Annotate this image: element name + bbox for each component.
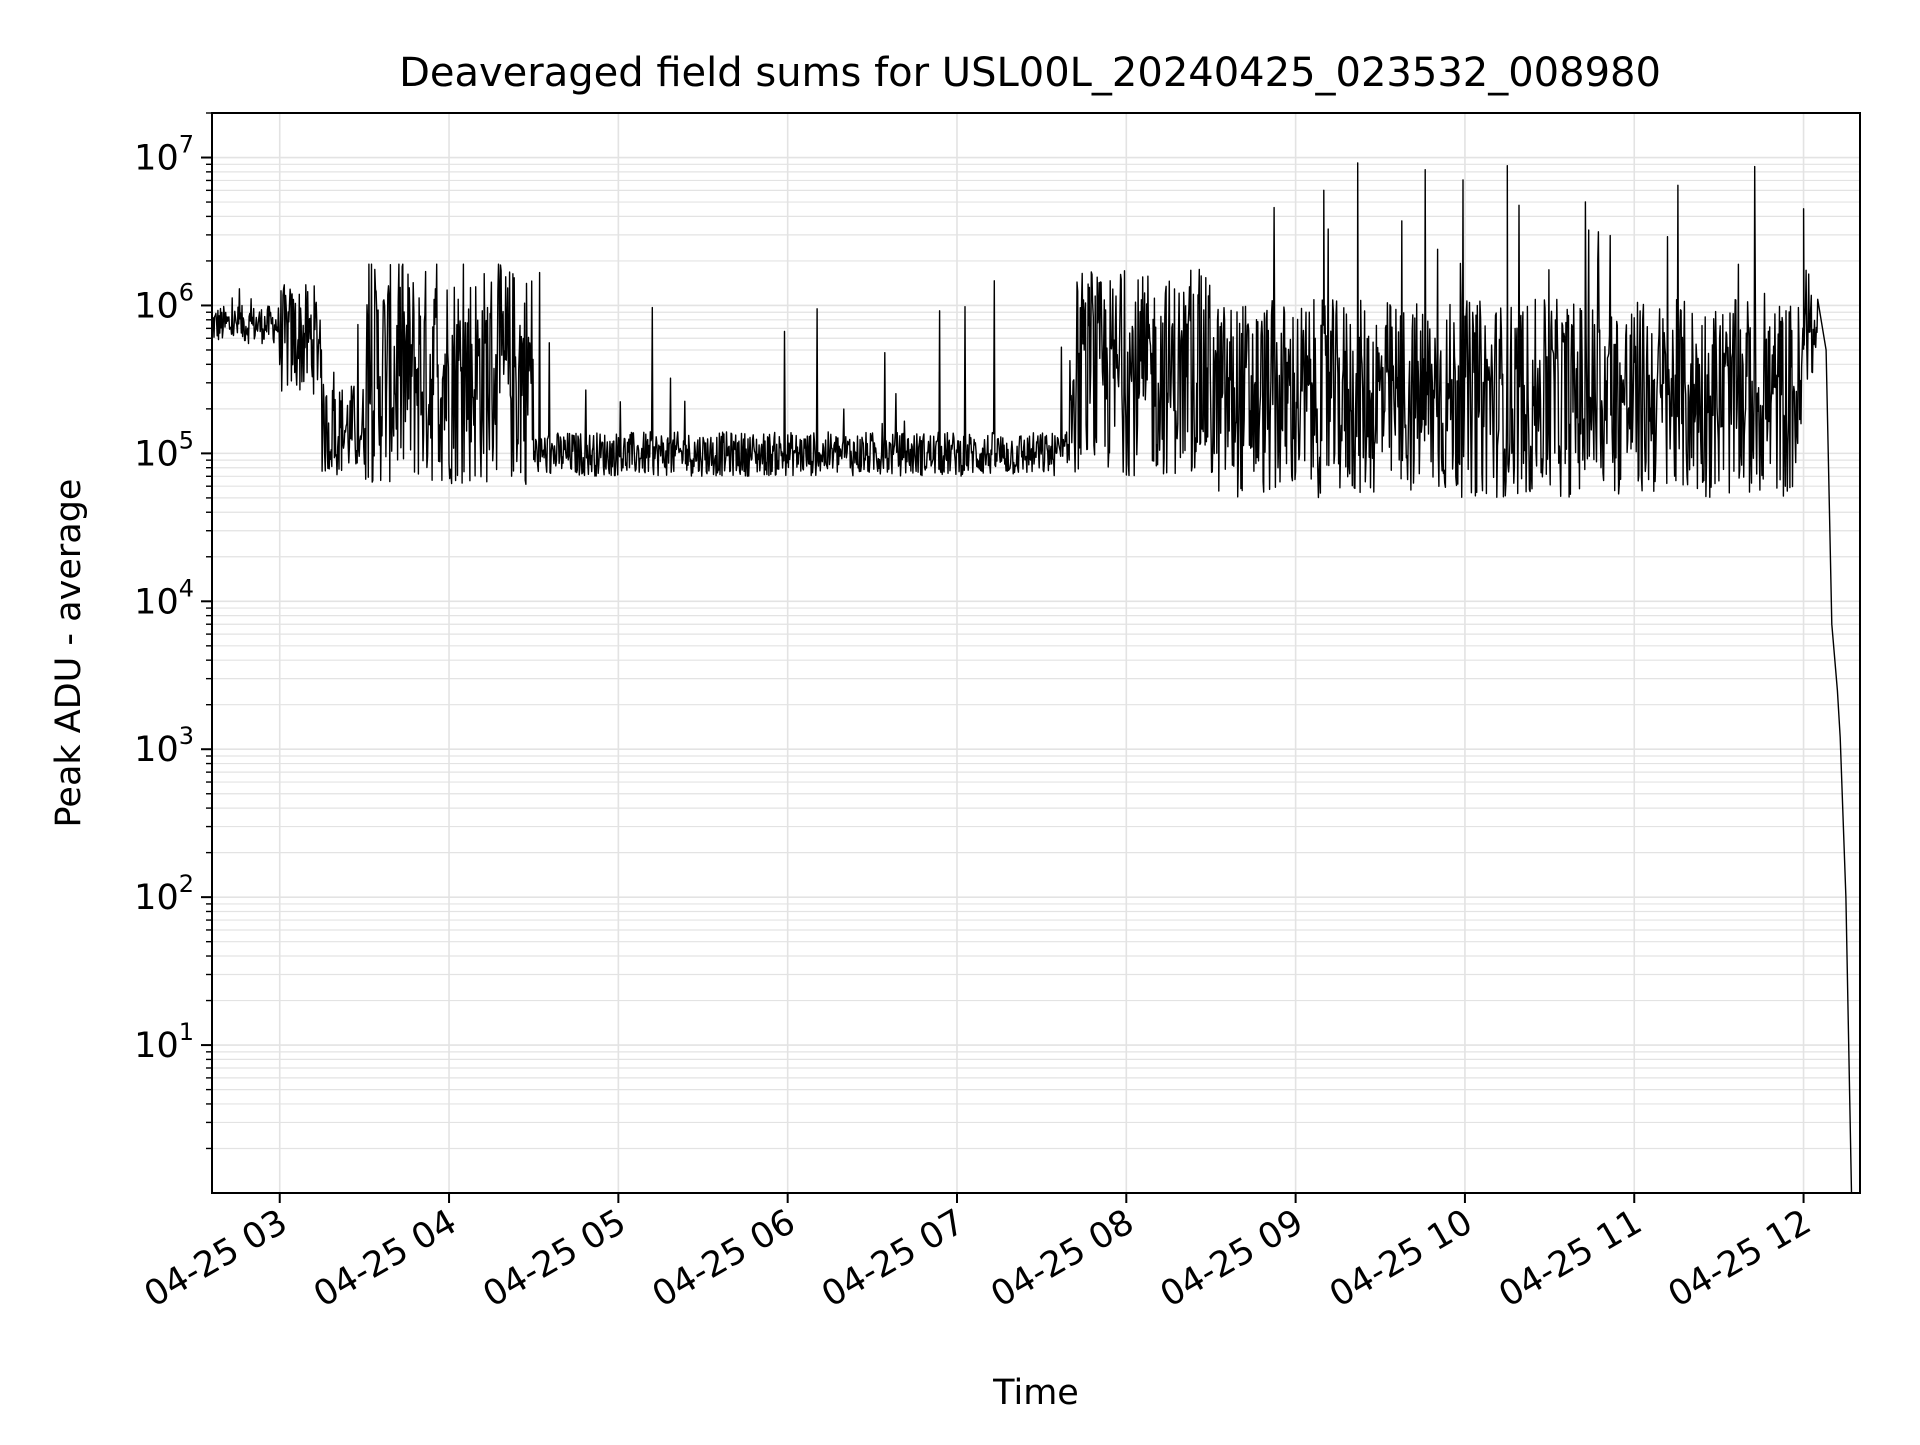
chart-title: Deaveraged field sums for USL00L_2024042… bbox=[399, 50, 1661, 96]
y-tick-label: 106 bbox=[134, 278, 194, 326]
x-tick-label: 04-25 11 bbox=[1492, 1202, 1648, 1315]
x-tick-label: 04-25 12 bbox=[1662, 1202, 1818, 1315]
y-axis-label: Peak ADU - average bbox=[49, 479, 89, 828]
y-tick-label: 104 bbox=[134, 574, 194, 622]
y-tick-label: 105 bbox=[134, 426, 194, 474]
x-tick-label: 04-25 10 bbox=[1323, 1202, 1479, 1315]
x-tick-label: 04-25 04 bbox=[307, 1202, 463, 1315]
y-tick-label: 101 bbox=[134, 1018, 194, 1066]
x-tick-label: 04-25 06 bbox=[646, 1202, 802, 1315]
x-tick-label: 04-25 09 bbox=[1154, 1202, 1310, 1315]
x-tick-label: 04-25 08 bbox=[985, 1202, 1141, 1315]
y-tick-label: 102 bbox=[134, 870, 194, 918]
y-axis-ticks: 101 102 103 104 105 106 107 bbox=[134, 112, 212, 1150]
y-tick-label: 103 bbox=[134, 722, 194, 770]
x-axis-label: Time bbox=[992, 1373, 1079, 1413]
series-line bbox=[211, 162, 1853, 1194]
x-tick-label: 04-25 03 bbox=[138, 1202, 294, 1315]
plot-frame bbox=[211, 112, 1861, 1194]
y-tick-label: 107 bbox=[134, 131, 194, 179]
x-axis-ticks: 04-25 03 04-25 04 04-25 05 04-25 06 04-25 07… bbox=[138, 1193, 1818, 1315]
grid-lines bbox=[212, 112, 1860, 1194]
x-tick-label: 04-25 05 bbox=[477, 1202, 633, 1315]
x-tick-label: 04-25 07 bbox=[815, 1202, 971, 1315]
data-series bbox=[211, 162, 1853, 1194]
